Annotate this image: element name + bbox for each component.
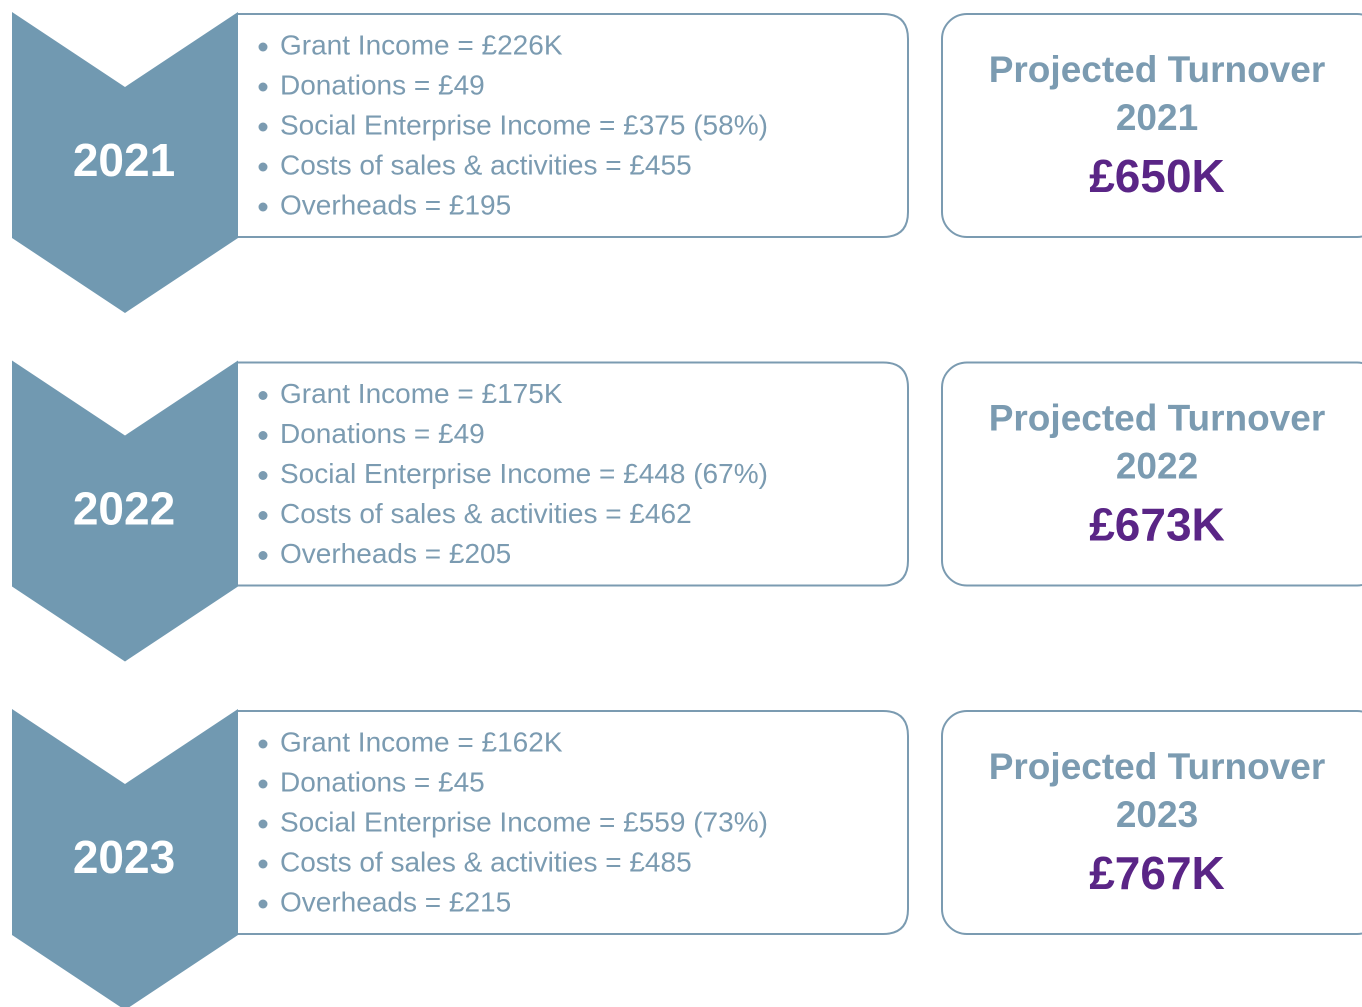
turnover-box	[941, 710, 1362, 935]
detail-item: Grant Income = £175K	[280, 378, 563, 409]
detail-item: Costs of sales & activities = £462	[280, 498, 692, 529]
detail-item: Overheads = £205	[280, 538, 511, 569]
detail-item: Grant Income = £226K	[280, 29, 563, 60]
turnover-box	[941, 361, 1362, 587]
turnover-title: Projected Turnover	[989, 49, 1326, 90]
turnover-box	[941, 13, 1362, 238]
detail-item: Overheads = £215	[280, 886, 511, 917]
bullet	[258, 122, 268, 132]
bullet	[258, 779, 268, 789]
bullet	[258, 471, 268, 480]
year-label: 2021	[73, 134, 175, 186]
details-box	[238, 710, 909, 935]
turnover-amount: £650K	[1089, 150, 1225, 202]
detail-item: Social Enterprise Income = £375 (58%)	[280, 109, 768, 140]
bullet	[258, 391, 268, 400]
details-box	[238, 13, 909, 238]
details-box	[238, 361, 909, 587]
bullet	[258, 511, 268, 520]
turnover-amount: £673K	[1089, 499, 1225, 551]
year-label: 2022	[73, 483, 175, 535]
turnover-year: 2023	[1116, 794, 1198, 835]
chevron	[12, 12, 238, 313]
year-label: 2023	[73, 831, 175, 883]
turnover-title: Projected Turnover	[989, 746, 1326, 787]
bullet	[258, 82, 268, 92]
bullet	[258, 431, 268, 440]
turnover-amount: £767K	[1089, 847, 1225, 899]
detail-item: Overheads = £195	[280, 189, 511, 220]
detail-item: Social Enterprise Income = £448 (67%)	[280, 458, 768, 489]
bullet	[258, 859, 268, 869]
chevron	[12, 709, 238, 1007]
detail-item: Grant Income = £162K	[280, 726, 563, 757]
detail-item: Costs of sales & activities = £455	[280, 149, 692, 180]
turnover-year: 2022	[1116, 445, 1198, 486]
chevron	[12, 360, 238, 662]
bullet	[258, 819, 268, 829]
bullet	[258, 899, 268, 909]
turnover-title: Projected Turnover	[989, 397, 1326, 438]
bullet	[258, 162, 268, 172]
detail-item: Costs of sales & activities = £485	[280, 846, 692, 877]
turnover-year: 2021	[1116, 97, 1198, 138]
detail-item: Donations = £49	[280, 418, 485, 449]
detail-item: Donations = £45	[280, 766, 485, 797]
detail-item: Donations = £49	[280, 69, 485, 100]
detail-item: Social Enterprise Income = £559 (73%)	[280, 806, 768, 837]
bullet	[258, 42, 268, 52]
bullet	[258, 739, 268, 749]
bullet	[258, 551, 268, 560]
bullet	[258, 202, 268, 212]
